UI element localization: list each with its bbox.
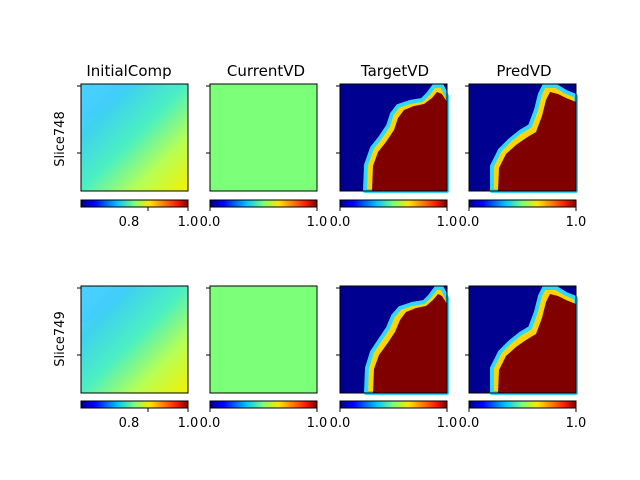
row-label-slice748: Slice748 — [53, 111, 68, 166]
colorbar-tick-label: 0.0 — [330, 215, 351, 230]
colorbar-initialcomp-slice748: 0.8 1.0 — [80, 199, 199, 230]
column-title-initialcomp: InitialComp — [86, 62, 171, 80]
colorbar-tick-label: 1.0 — [437, 416, 458, 431]
heatmap-predvd-slice748 — [465, 83, 578, 193]
colorbar-tick-label: 0.0 — [459, 215, 480, 230]
heatmap-targetvd-slice748 — [336, 83, 449, 193]
colorbar-tick-label: 0.0 — [459, 416, 480, 431]
colorbar-targetvd-slice749: 0.0 1.0 — [330, 400, 458, 431]
heatmap-initialcomp-slice749 — [77, 285, 189, 394]
column-title-predvd: PredVD — [496, 62, 551, 80]
colorbar-tick-label: 0.0 — [200, 215, 221, 230]
colorbar-tick-label: 1.0 — [178, 416, 199, 431]
column-title-currentvd: CurrentVD — [227, 62, 305, 80]
colorbar-tick-label: 1.0 — [307, 215, 328, 230]
colorbar-tick-label: 0.8 — [119, 416, 140, 431]
colorbar-tick-label: 0.8 — [119, 215, 140, 230]
colorbar-tick-label: 1.0 — [307, 416, 328, 431]
colorbar-predvd-slice748: 0.0 1.0 — [459, 199, 587, 230]
heatmap-targetvd-slice749 — [336, 285, 449, 395]
colorbar-tick-label: 1.0 — [566, 215, 587, 230]
colorbar-tick-label: 1.0 — [437, 215, 458, 230]
colorbar-targetvd-slice748: 0.0 1.0 — [330, 199, 458, 230]
column-title-targetvd: TargetVD — [360, 62, 429, 80]
colorbar-tick-label: 0.0 — [330, 416, 351, 431]
colorbar-tick-label: 1.0 — [178, 215, 199, 230]
colorbar-predvd-slice749: 0.0 1.0 — [459, 400, 587, 431]
row-label-slice749: Slice749 — [53, 311, 68, 366]
colorbar-initialcomp-slice749: 0.8 1.0 — [80, 400, 199, 431]
heatmap-currentvd-slice749 — [206, 285, 318, 394]
colorbar-tick-label: 0.0 — [200, 416, 221, 431]
colorbar-currentvd-slice748: 0.0 1.0 — [200, 199, 328, 230]
heatmap-predvd-slice749 — [465, 285, 578, 395]
colorbar-tick-label: 1.0 — [566, 416, 587, 431]
colorbar-currentvd-slice749: 0.0 1.0 — [200, 400, 328, 431]
heatmap-initialcomp-slice748 — [77, 83, 189, 192]
heatmap-currentvd-slice748 — [206, 83, 318, 192]
